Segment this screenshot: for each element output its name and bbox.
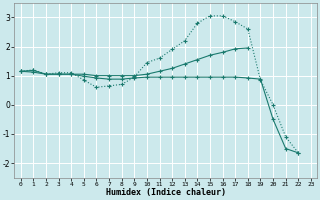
X-axis label: Humidex (Indice chaleur): Humidex (Indice chaleur) xyxy=(106,188,226,197)
